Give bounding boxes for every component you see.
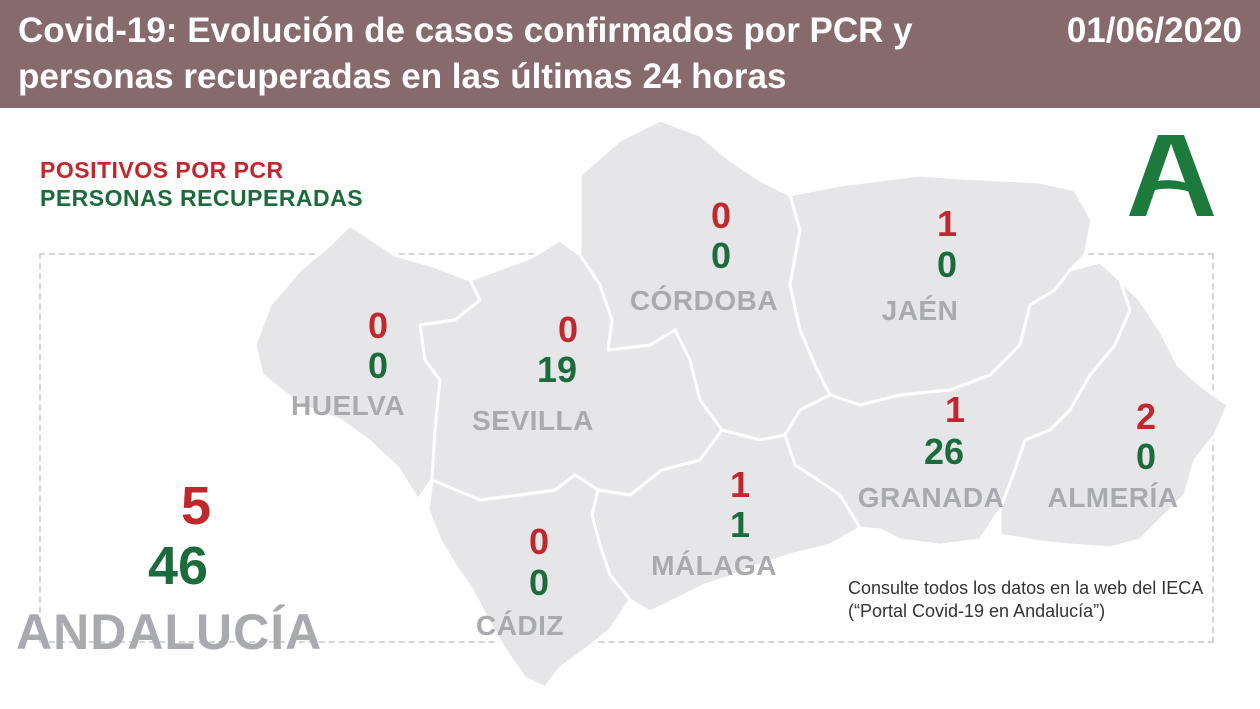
malaga-positives: 1 — [729, 464, 751, 505]
cordoba-positives: 0 — [710, 195, 732, 236]
total-positives: 5 — [180, 476, 212, 536]
huelva-label: HUELVA — [291, 390, 405, 421]
page-title: Covid-19: Evolución de casos confirmados… — [18, 11, 913, 96]
jaen-label: JAÉN — [881, 295, 959, 326]
logo-right-leg — [1168, 135, 1214, 216]
report-date: 01/06/2020 — [1066, 11, 1242, 50]
source-note: Consulte todos los datos en la web del I… — [848, 578, 1203, 621]
cadiz-label: CÁDIZ — [475, 610, 565, 641]
sevilla-positives: 0 — [557, 309, 579, 350]
logo-crossbar — [1143, 180, 1201, 196]
province-cadiz-shape — [426, 473, 632, 690]
legend-positives: POSITIVOS POR PCR — [40, 157, 284, 183]
sevilla-label: SEVILLA — [472, 405, 594, 436]
total-label: ANDALUCÍA — [16, 604, 323, 660]
huelva-recovered: 0 — [367, 345, 389, 386]
junta-de-andalucia-logo-icon — [1129, 135, 1214, 216]
header-bar: Covid-19: Evolución de casos confirmados… — [0, 0, 1260, 108]
cadiz-recovered: 0 — [528, 562, 550, 603]
jaen-recovered: 0 — [936, 244, 958, 285]
malaga-recovered: 1 — [729, 504, 751, 545]
jaen-positives: 1 — [936, 203, 958, 244]
huelva-positives: 0 — [367, 305, 389, 346]
malaga-label: MÁLAGA — [651, 550, 777, 581]
granada-label: GRANADA — [857, 482, 1005, 513]
almeria-recovered: 0 — [1135, 436, 1157, 477]
logo-left-leg — [1129, 135, 1174, 216]
total-recovered: 46 — [147, 536, 209, 596]
cordoba-recovered: 0 — [710, 235, 732, 276]
granada-recovered: 26 — [923, 431, 965, 472]
province-almeria-shape — [998, 278, 1230, 550]
almeria-label: ALMERÍA — [1047, 482, 1179, 513]
almeria-positives: 2 — [1135, 396, 1157, 437]
cordoba-label: CÓRDOBA — [629, 285, 779, 316]
cadiz-positives: 0 — [528, 521, 550, 562]
sevilla-recovered: 19 — [536, 349, 578, 390]
granada-positives: 1 — [944, 389, 966, 430]
legend-recovered: PERSONAS RECUPERADAS — [40, 185, 364, 211]
